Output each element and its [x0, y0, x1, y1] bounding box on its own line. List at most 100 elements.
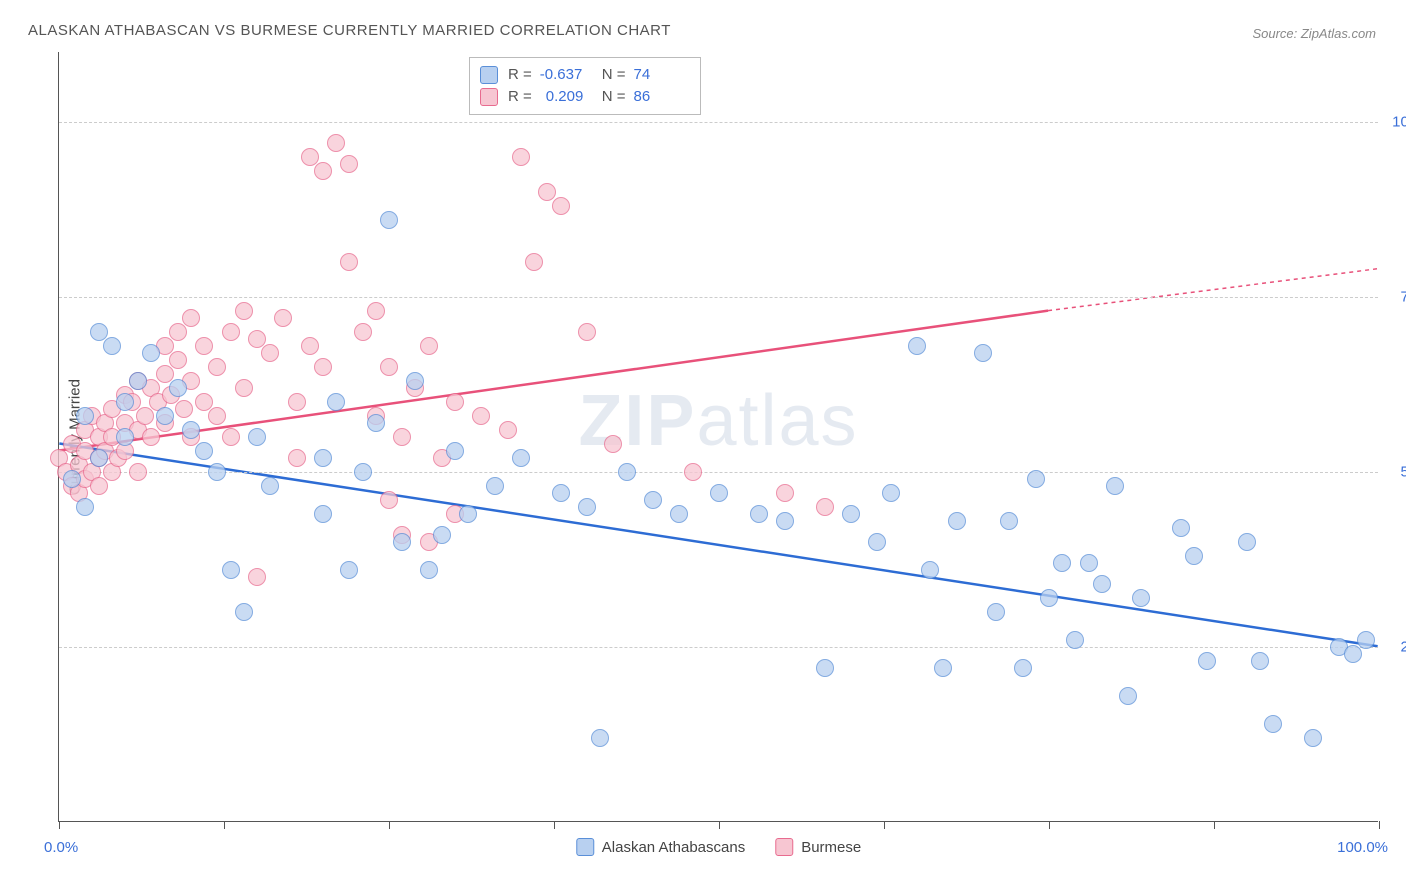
legend-item-blue: Alaskan Athabascans — [576, 838, 745, 856]
x-tick — [224, 821, 225, 829]
data-point-blue — [142, 344, 160, 362]
data-point-blue — [1251, 652, 1269, 670]
data-point-pink — [578, 323, 596, 341]
data-point-blue — [1304, 729, 1322, 747]
data-point-blue — [116, 393, 134, 411]
x-tick — [884, 821, 885, 829]
x-tick — [554, 821, 555, 829]
data-point-pink — [222, 323, 240, 341]
x-tick — [1049, 821, 1050, 829]
data-point-pink — [816, 498, 834, 516]
y-tick-label: 50.0% — [1388, 464, 1406, 481]
data-point-pink — [136, 407, 154, 425]
legend-swatch-pink — [775, 838, 793, 856]
data-point-blue — [63, 470, 81, 488]
data-point-pink — [354, 323, 372, 341]
stats-row-pink: R = 0.209 N = 86 — [480, 86, 686, 108]
x-axis-min-label: 0.0% — [44, 839, 78, 856]
data-point-blue — [842, 505, 860, 523]
trend-line — [59, 311, 1048, 451]
data-point-blue — [1344, 645, 1362, 663]
data-point-blue — [1093, 575, 1111, 593]
data-point-pink — [776, 484, 794, 502]
data-point-pink — [169, 351, 187, 369]
legend-item-pink: Burmese — [775, 838, 861, 856]
data-point-blue — [367, 414, 385, 432]
data-point-blue — [76, 407, 94, 425]
n-value-pink: 86 — [634, 86, 686, 108]
r-value-blue: -0.637 — [540, 64, 592, 86]
data-point-blue — [393, 533, 411, 551]
gridline — [59, 647, 1378, 648]
data-point-pink — [327, 134, 345, 152]
r-label-pink: R = — [508, 86, 532, 108]
source-label: Source: ZipAtlas.com — [1252, 26, 1376, 41]
data-point-blue — [156, 407, 174, 425]
data-point-blue — [1172, 519, 1190, 537]
data-point-blue — [354, 463, 372, 481]
data-point-pink — [182, 309, 200, 327]
data-point-blue — [1014, 659, 1032, 677]
data-point-blue — [974, 344, 992, 362]
data-point-pink — [314, 162, 332, 180]
data-point-blue — [1106, 477, 1124, 495]
data-point-blue — [1040, 589, 1058, 607]
data-point-blue — [380, 211, 398, 229]
legend-swatch-blue — [576, 838, 594, 856]
data-point-blue — [433, 526, 451, 544]
bottom-legend: Alaskan Athabascans Burmese — [576, 838, 861, 856]
data-point-blue — [446, 442, 464, 460]
data-point-blue — [1132, 589, 1150, 607]
data-point-pink — [90, 477, 108, 495]
data-point-pink — [175, 400, 193, 418]
data-point-blue — [406, 372, 424, 390]
data-point-blue — [908, 337, 926, 355]
data-point-pink — [288, 449, 306, 467]
data-point-blue — [1066, 631, 1084, 649]
data-point-pink — [222, 428, 240, 446]
data-point-blue — [1027, 470, 1045, 488]
data-point-blue — [182, 421, 200, 439]
data-point-blue — [222, 561, 240, 579]
data-point-blue — [1185, 547, 1203, 565]
data-point-pink — [169, 323, 187, 341]
chart-title: ALASKAN ATHABASCAN VS BURMESE CURRENTLY … — [28, 22, 671, 39]
data-point-blue — [750, 505, 768, 523]
r-value-pink: 0.209 — [540, 86, 592, 108]
data-point-pink — [380, 358, 398, 376]
data-point-pink — [525, 253, 543, 271]
data-point-blue — [1264, 715, 1282, 733]
trend-line — [59, 443, 1377, 646]
data-point-pink — [208, 358, 226, 376]
data-point-pink — [235, 302, 253, 320]
data-point-blue — [169, 379, 187, 397]
data-point-pink — [195, 337, 213, 355]
legend-label-blue: Alaskan Athabascans — [602, 839, 745, 856]
data-point-blue — [710, 484, 728, 502]
data-point-pink — [512, 148, 530, 166]
legend-label-pink: Burmese — [801, 839, 861, 856]
data-point-blue — [552, 484, 570, 502]
data-point-pink — [235, 379, 253, 397]
data-point-blue — [1080, 554, 1098, 572]
data-point-blue — [76, 498, 94, 516]
data-point-blue — [644, 491, 662, 509]
data-point-pink — [367, 302, 385, 320]
data-point-blue — [327, 393, 345, 411]
y-tick-label: 25.0% — [1388, 639, 1406, 656]
data-point-pink — [301, 337, 319, 355]
data-point-blue — [235, 603, 253, 621]
data-point-pink — [340, 155, 358, 173]
data-point-blue — [486, 477, 504, 495]
data-point-pink — [274, 309, 292, 327]
y-tick-label: 100.0% — [1388, 114, 1406, 131]
data-point-blue — [591, 729, 609, 747]
data-point-blue — [248, 428, 266, 446]
data-point-blue — [512, 449, 530, 467]
data-point-pink — [248, 568, 266, 586]
data-point-pink — [129, 463, 147, 481]
data-point-blue — [116, 428, 134, 446]
data-point-pink — [261, 344, 279, 362]
data-point-blue — [948, 512, 966, 530]
data-point-blue — [670, 505, 688, 523]
